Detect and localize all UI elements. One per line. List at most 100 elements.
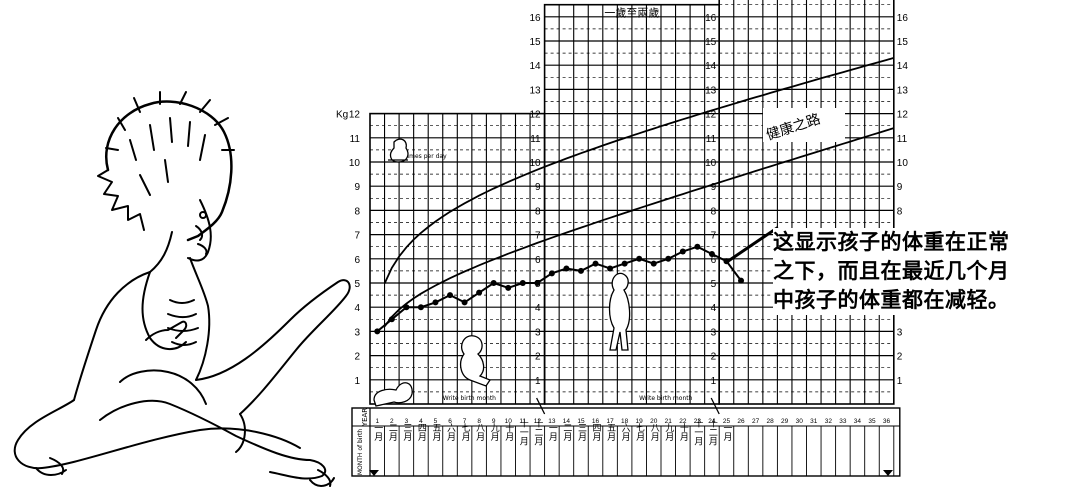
road-label-bg — [763, 108, 845, 142]
child-weight-point — [621, 260, 628, 267]
month-name: 十一月 — [692, 417, 703, 446]
y-tick-label-right: 13 — [705, 85, 717, 96]
y-tick-label-left: 6 — [354, 255, 360, 266]
month-number: 21 — [665, 418, 673, 425]
month-number: 11 — [519, 418, 526, 425]
month-name: 二月 — [387, 423, 398, 442]
month-name: 九月 — [489, 423, 500, 442]
y-tick-label-mid: 16 — [529, 13, 541, 24]
y-tick-label-right: 10 — [705, 158, 717, 169]
crawling-baby-figure — [373, 382, 413, 407]
child-weight-point — [476, 289, 483, 296]
row-label-year: YEAR — [361, 408, 369, 427]
month-number: 23 — [694, 418, 702, 425]
breastfeeding-mother-figure — [388, 138, 409, 163]
caption-line-1: 这显示孩子的体重在正常 — [773, 230, 1010, 254]
month-number: 28 — [767, 418, 775, 425]
month-name: 一月 — [547, 423, 558, 442]
month-name: 三月 — [401, 423, 412, 442]
month-number: 34 — [854, 418, 862, 425]
y-tick-label-far-right: 10 — [897, 158, 909, 169]
month-number: 22 — [679, 418, 687, 425]
y-tick-label-mid: 15 — [529, 37, 541, 48]
standing-toddler-figure — [608, 272, 631, 351]
y-tick-label-right: 6 — [711, 255, 717, 266]
y-tick-label-left: 7 — [354, 231, 360, 242]
month-name: 七月 — [460, 423, 471, 442]
y-tick-label-far-right: 2 — [897, 352, 903, 363]
month-number: 26 — [737, 418, 745, 425]
month-name: 五月 — [430, 423, 441, 442]
y-tick-label-right: 16 — [705, 13, 717, 24]
y-tick-label-right: 12 — [705, 110, 717, 121]
caption-line-3: 中孩子的体重都在减轻。 — [773, 288, 1010, 312]
month-number: 36 — [883, 418, 891, 425]
month-number: 1 — [375, 418, 379, 425]
y-tick-label-right: 11 — [706, 134, 717, 145]
y-tick-label-left: 11 — [350, 134, 361, 145]
y-tick-label-mid: 8 — [535, 206, 541, 217]
caption-line-2: 之下，而且在最近几个月 — [773, 259, 1010, 283]
y-tick-label-far-right: 9 — [897, 182, 903, 193]
month-number: 10 — [505, 418, 513, 425]
chart-caption: 这显示孩子的体重在正常 之下，而且在最近几个月 中孩子的体重都在减轻。 — [773, 228, 1085, 315]
month-number: 32 — [825, 418, 833, 425]
month-number: 13 — [548, 418, 556, 425]
y-tick-label-right: 2 — [711, 352, 717, 363]
month-band — [351, 407, 901, 477]
month-number: 33 — [839, 418, 847, 425]
month-number: 3 — [405, 418, 409, 425]
sitting-baby-figure — [459, 335, 491, 387]
y-tick-label-left: 9 — [354, 182, 360, 193]
pointer-arrow — [727, 226, 779, 263]
y-tick-label-far-right: 14 — [897, 61, 909, 72]
month-number: 30 — [796, 418, 804, 425]
month-name: 四月 — [591, 423, 602, 442]
y-tick-label-mid: 11 — [530, 134, 541, 145]
month-number: 14 — [563, 418, 571, 425]
child-weight-point — [679, 248, 686, 255]
month-number: 17 — [606, 418, 614, 425]
y-tick-label-right: 8 — [711, 206, 717, 217]
breastfeed-note: Times per day — [403, 153, 447, 160]
child-weight-point — [519, 280, 526, 286]
child-weight-point — [636, 255, 643, 262]
row-label-month: MONTH of birth — [357, 429, 364, 475]
y-tick-label-right: 4 — [711, 303, 717, 314]
child-weight-point — [665, 255, 672, 262]
y-tick-label-far-right: 16 — [897, 13, 909, 24]
month-name: 十月 — [503, 422, 513, 442]
y-tick-label-left: 5 — [354, 279, 360, 290]
y-tick-label-right: 15 — [705, 37, 717, 48]
month-name: 九月 — [663, 423, 674, 442]
y-tick-label-mid: 3 — [535, 327, 541, 338]
month-name: 三月 — [576, 423, 587, 442]
month-number: 12 — [534, 418, 542, 425]
month-number: 20 — [650, 418, 658, 425]
month-name: 十月 — [678, 422, 689, 442]
y-tick-label-mid: 7 — [535, 231, 541, 242]
month-number: 24 — [708, 418, 716, 425]
weight-unit-label: Kg — [336, 110, 348, 121]
y-tick-label-far-right: 12 — [897, 110, 909, 121]
month-number: 19 — [636, 418, 644, 425]
child-weight-point — [563, 265, 570, 272]
y-tick-label-left: 1 — [354, 376, 360, 387]
child-weight-point — [490, 280, 497, 286]
y-tick-label-left: 3 — [354, 327, 360, 338]
growth-chart: 123456789101112Kg12345678910111213141516… — [336, 0, 909, 477]
thin-child-drawing — [13, 91, 351, 487]
month-number: 16 — [592, 418, 600, 425]
month-name: 十二月 — [532, 417, 543, 446]
y-tick-label-left: 10 — [349, 158, 361, 169]
child-weight-point — [534, 280, 541, 286]
child-weight-point — [432, 299, 439, 306]
y-tick-label-mid: 1 — [535, 376, 541, 387]
month-name: 二月 — [561, 423, 572, 442]
y-tick-label-mid: 10 — [529, 158, 541, 169]
y-tick-label-right: 1 — [711, 376, 717, 387]
y-tick-label-right: 3 — [711, 327, 717, 338]
month-name: 七月 — [634, 423, 645, 442]
y-tick-label-far-right: 15 — [897, 37, 909, 48]
month-name: 八月 — [649, 423, 660, 442]
